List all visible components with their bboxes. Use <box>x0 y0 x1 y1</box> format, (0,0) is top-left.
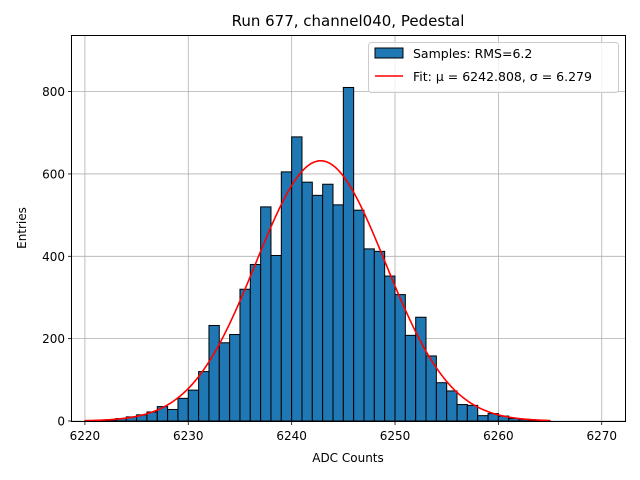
histogram-bar <box>415 316 427 422</box>
y-axis-ticks: 0 200 400 600 800 <box>42 85 72 429</box>
plot-frame <box>71 35 626 422</box>
histogram-bars <box>84 86 551 422</box>
histogram-bar <box>301 181 313 422</box>
histogram-bar <box>187 389 200 422</box>
x-tick-label: 6240 <box>276 429 307 443</box>
histogram-bar <box>177 397 189 422</box>
y-tick-label: 200 <box>42 332 65 346</box>
histogram-bar <box>229 334 241 422</box>
x-tick-label: 6230 <box>173 429 204 443</box>
histogram-bar <box>239 288 251 422</box>
histogram-bar <box>322 183 334 422</box>
histogram-bar <box>477 415 489 422</box>
histogram-bar <box>456 404 468 422</box>
histogram-bar <box>342 86 355 422</box>
y-tick-label: 400 <box>42 250 65 264</box>
histogram-bar <box>435 382 448 422</box>
legend-histogram-label: Samples: RMS=6.2 <box>413 46 532 61</box>
x-axis-label: ADC Counts <box>312 451 384 465</box>
legend-box <box>368 42 619 93</box>
histogram-bar <box>373 250 386 422</box>
x-tick-label: 6250 <box>380 429 411 443</box>
fit-curve <box>84 159 551 422</box>
legend: Samples: RMS=6.2 Fit: μ = 6242.808, σ = … <box>368 42 619 93</box>
histogram-bar <box>198 371 210 422</box>
x-tick-label: 6270 <box>586 429 617 443</box>
histogram-bar <box>270 254 282 422</box>
histogram-bar <box>280 171 293 422</box>
histogram-bar <box>291 136 303 422</box>
y-tick-label: 600 <box>42 167 65 181</box>
histogram-bar <box>404 334 417 422</box>
histogram-bar <box>332 204 344 422</box>
x-tick-label: 6220 <box>70 429 101 443</box>
y-axis-label: Entries <box>15 207 29 249</box>
histogram-bar <box>249 264 262 422</box>
histogram-bar <box>353 209 365 422</box>
chart-title: Run 677, channel040, Pedestal <box>232 12 465 30</box>
x-tick-label: 6260 <box>483 429 514 443</box>
histogram-bar <box>208 324 220 422</box>
histogram-bar <box>384 275 396 422</box>
legend-fit-label: Fit: μ = 6242.808, σ = 6.279 <box>413 69 592 84</box>
histogram-bar <box>446 390 458 422</box>
y-tick-label: 0 <box>57 415 65 429</box>
histogram-bar <box>167 408 179 422</box>
histogram-bar <box>394 294 406 422</box>
legend-histogram-swatch <box>374 47 404 59</box>
histogram-bar <box>363 248 375 422</box>
histogram-bar <box>311 194 324 422</box>
y-tick-label: 800 <box>42 85 65 99</box>
histogram-bar <box>218 342 231 422</box>
x-axis-ticks: 6220 6230 6240 6250 6260 6270 <box>70 421 617 443</box>
histogram-bar <box>466 404 479 422</box>
